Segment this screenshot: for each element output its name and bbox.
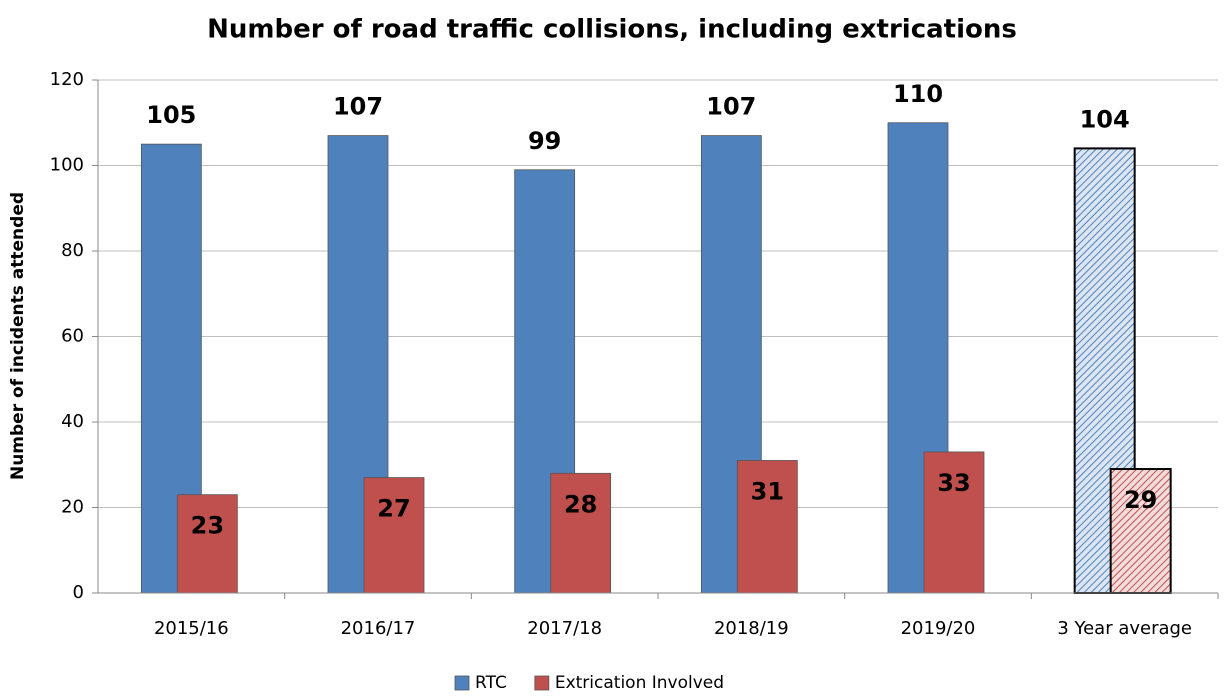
x-tick-label: 3 Year average [1057,618,1192,639]
bar [1109,468,1172,594]
legend-label: RTC [475,673,507,693]
legend-label: Extrication Involved [555,673,724,693]
x-tick-label: 2017/18 [527,618,602,639]
x-tick-label: 2015/16 [154,618,229,639]
chart-title: Number of road traffic collisions, inclu… [207,15,1017,45]
bar [363,477,425,594]
data-label: 27 [377,495,410,523]
bar [550,472,612,594]
y-tick-label: 120 [50,69,84,90]
data-label: 99 [528,127,561,155]
legend-swatch [534,675,550,691]
data-label: 31 [751,477,784,505]
y-tick-label: 40 [61,411,84,432]
data-label: 104 [1080,105,1130,133]
bar [736,460,798,594]
y-tick-label: 100 [50,155,84,176]
y-tick-label: 20 [61,497,84,518]
y-axis-label: Number of incidents attended [8,192,28,480]
bar [923,451,985,594]
y-tick-label: 60 [61,326,84,347]
legend-swatch [454,675,470,691]
data-label: 28 [564,490,597,518]
data-label: 107 [706,93,756,121]
data-label: 23 [191,512,224,540]
x-tick-label: 2016/17 [341,618,416,639]
data-label: 107 [333,93,383,121]
data-label: 110 [893,80,943,108]
data-label: 29 [1124,486,1157,514]
bar [176,494,238,594]
x-tick-label: 2019/20 [901,618,976,639]
data-label: 33 [937,469,970,497]
y-tick-label: 0 [73,582,84,603]
data-label: 105 [146,101,196,129]
y-tick-label: 80 [61,240,84,261]
x-tick-label: 2018/19 [714,618,789,639]
